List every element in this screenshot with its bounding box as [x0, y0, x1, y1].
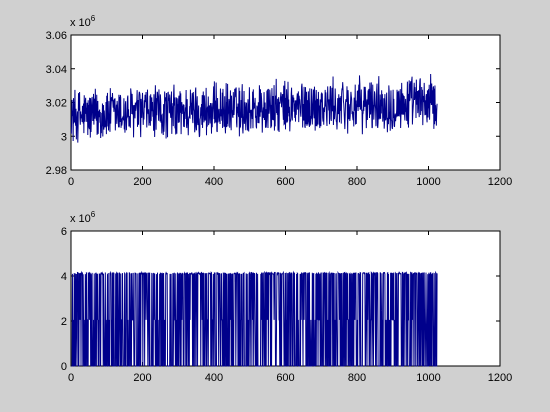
x-tick-label: 1200 [488, 372, 512, 384]
y-tick-label: 2.98 [46, 165, 67, 177]
y-tick-label: 3.04 [46, 64, 67, 76]
x-tick-label: 800 [348, 176, 366, 188]
bottom-series-line [71, 270, 438, 367]
x-tick-label: 800 [348, 372, 366, 384]
y-tick-label: 2 [61, 316, 67, 328]
x-tick-label: 400 [205, 176, 223, 188]
y-tick-label: 6 [61, 226, 67, 238]
x-tick-label: 1000 [416, 372, 440, 384]
x-tick-label: 600 [276, 176, 294, 188]
x-tick-label: 600 [276, 372, 294, 384]
x-tick-label: 400 [205, 372, 223, 384]
y-tick-label: 0 [61, 361, 67, 373]
top-series-line [70, 73, 438, 143]
y-tick-label: 4 [61, 271, 67, 283]
top-axes: x 106 0 200 400 600 800 1000 1200 2.98 3 3.02 3.04… [46, 14, 513, 188]
x-tick-label: 1000 [416, 176, 440, 188]
x-tick-label: 0 [68, 372, 74, 384]
x-tick-label: 200 [133, 372, 151, 384]
x-tick-label: 0 [68, 176, 74, 188]
y-tick-label: 3.06 [46, 30, 67, 42]
top-exponent-label: x 106 [70, 14, 96, 29]
x-tick-label: 1200 [488, 176, 512, 188]
y-tick-label: 3.02 [46, 98, 67, 110]
bottom-axes: x 106 0 200 400 600 800 1000 1200 0 2 4 6 [61, 210, 512, 384]
x-tick-label: 200 [133, 176, 151, 188]
y-tick-label: 3 [61, 131, 67, 143]
bottom-exponent-label: x 106 [70, 210, 96, 225]
